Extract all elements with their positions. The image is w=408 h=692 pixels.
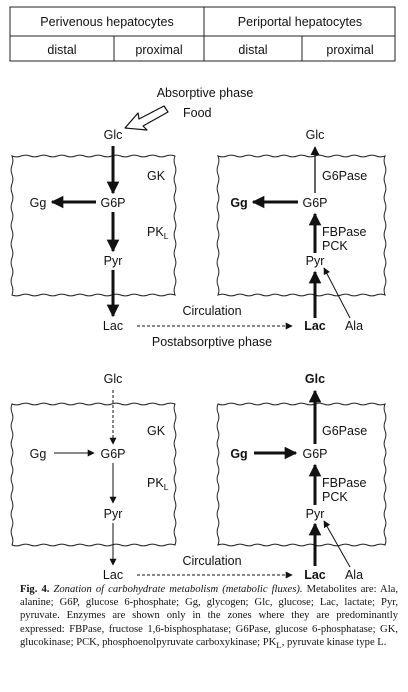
cell-box-postabsorptive-right [216, 402, 387, 547]
g6p-node-right: G6P [302, 196, 327, 210]
gk-label-post: GK [147, 424, 166, 438]
lac-node-right: Lac [304, 319, 326, 333]
fbpase-label: FBPase [322, 225, 367, 239]
pyr-node-right-post: Pyr [306, 507, 325, 521]
pyr-node-left: Pyr [104, 254, 123, 268]
absorptive-phase-label: Absorptive phase [157, 86, 254, 100]
arrow-ala-pyr [323, 267, 351, 319]
pk-label: PKL [147, 225, 169, 241]
pck-label-post: PCK [322, 490, 348, 504]
pyr-node-right: Pyr [306, 254, 325, 268]
g6p-node-left-post: G6P [100, 447, 125, 461]
food-label: Food [183, 106, 212, 120]
caption-pk: PK [262, 636, 277, 648]
figure-caption: Fig. 4. Zonation of carbohydrate metabol… [20, 583, 398, 652]
gg-node-left-post: Gg [30, 447, 47, 461]
zone-table: Perivenous hepatocytes Periportal hepato… [9, 6, 396, 62]
cell-box-postabsorptive-left [10, 402, 177, 547]
caption-tail: , pyruvate kinase type L. [281, 636, 387, 648]
glc-node-left-post: Glc [104, 372, 123, 386]
glc-node-right: Glc [306, 128, 325, 142]
lac-node-left: Lac [103, 319, 123, 333]
perivenous-header: Perivenous hepatocytes [40, 15, 173, 29]
food-arrow [124, 105, 169, 131]
proximal-label-2: proximal [326, 43, 373, 57]
g6p-node-right-post: G6P [302, 447, 327, 461]
figure-number: Fig. 4. [20, 584, 50, 595]
gg-node-left: Gg [30, 196, 47, 210]
pyr-node-left-post: Pyr [104, 507, 123, 521]
postabsorptive-phase-label: Postabsorptive phase [152, 335, 272, 349]
distal-label-2: distal [238, 43, 267, 57]
pck-label: PCK [322, 239, 348, 253]
caption-pk-sub: L [276, 639, 282, 650]
gg-node-right-post: Gg [230, 447, 247, 461]
g6pase-label: G6Pase [322, 169, 367, 183]
caption-body: Metabolites are: Ala, alanine; G6P, gluc… [20, 584, 399, 648]
g6p-node-left: G6P [100, 196, 125, 210]
lac-node-left-post: Lac [103, 568, 123, 580]
glc-node-right-post: Glc [305, 372, 325, 386]
pk-label-post: PKL [147, 476, 169, 492]
cell-box-absorptive-right [216, 154, 387, 297]
figure-title: Zonation of carbohydrate metabolism (met… [53, 584, 303, 595]
ala-node-post: Ala [345, 568, 363, 580]
circulation-label: Circulation [182, 304, 241, 318]
glc-node-left: Glc [104, 128, 123, 142]
circulation-label-post: Circulation [182, 554, 241, 568]
ala-node: Ala [345, 319, 363, 333]
fbpase-label-post: FBPase [322, 476, 367, 490]
proximal-label-1: proximal [135, 43, 182, 57]
gk-label: GK [147, 169, 166, 183]
arrow-ala-pyr-post [323, 520, 351, 568]
g6pase-label-post: G6Pase [322, 424, 367, 438]
lac-node-right-post: Lac [304, 568, 326, 580]
periportal-header: Periportal hepatocytes [238, 15, 362, 29]
zonation-diagram: Perivenous hepatocytes Periportal hepato… [9, 6, 396, 580]
gg-node-right: Gg [230, 196, 247, 210]
distal-label-1: distal [47, 43, 76, 57]
